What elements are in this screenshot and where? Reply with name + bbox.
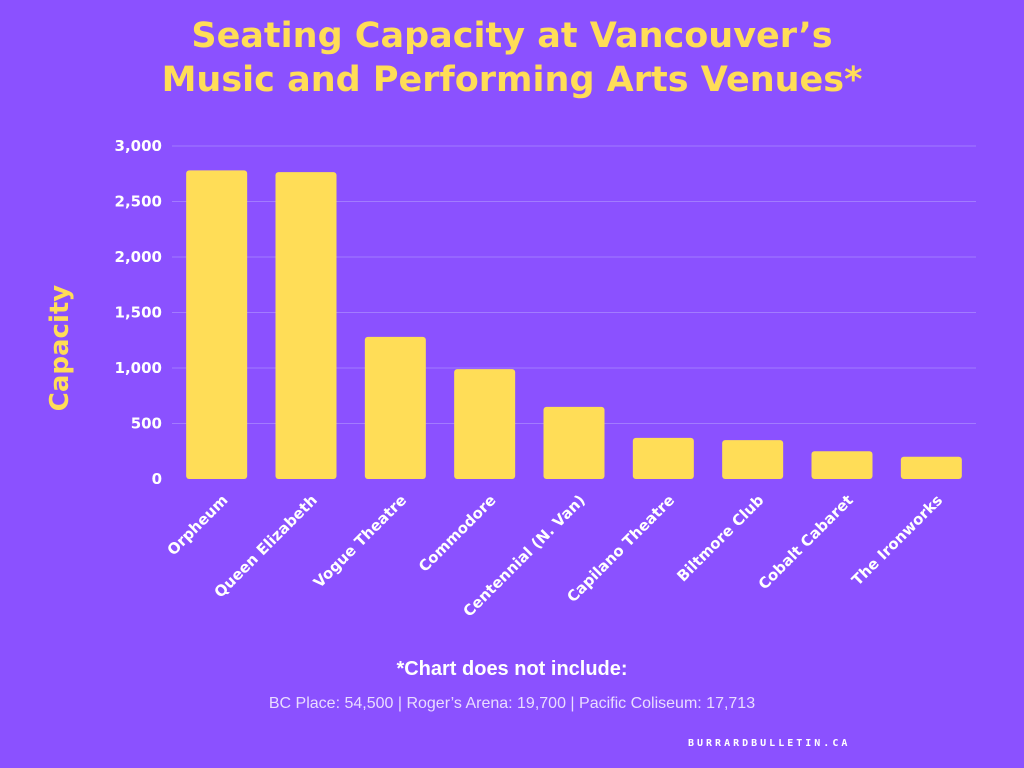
bar <box>632 437 694 479</box>
bar <box>275 172 337 479</box>
source-footer: BURRARDBULLETIN.CA <box>688 738 851 749</box>
x-tick-label: The Ironworks <box>848 491 946 589</box>
bar <box>722 440 784 479</box>
bar <box>543 406 605 479</box>
y-tick-label: 2,000 <box>115 248 162 266</box>
y-tick-label: 1,000 <box>115 359 162 377</box>
chart-title: Seating Capacity at Vancouver’s Music an… <box>0 14 1024 102</box>
footnote-heading: *Chart does not include: <box>396 658 628 680</box>
footnote-text: BC Place: 54,500 | Roger’s Arena: 19,700… <box>268 695 756 712</box>
chart-title-line-2: Music and Performing Arts Venues* <box>161 60 863 100</box>
bar <box>364 336 426 479</box>
bar <box>900 456 962 479</box>
x-tick-label: Cobalt Cabaret <box>755 491 857 593</box>
y-tick-label: 3,000 <box>115 137 162 155</box>
x-tick-label: Vogue Theatre <box>310 491 410 591</box>
x-tick-label: Biltmore Club <box>673 491 767 585</box>
y-tick-label: 0 <box>152 470 162 488</box>
bar <box>811 451 873 479</box>
bar <box>454 369 516 479</box>
chart-title-line-1: Seating Capacity at Vancouver’s <box>191 16 833 56</box>
x-tick-label: Orpheum <box>164 491 232 559</box>
y-tick-label: 500 <box>131 415 162 433</box>
x-tick-label: Commodore <box>415 491 499 575</box>
y-tick-label: 2,500 <box>115 193 162 211</box>
bar <box>186 170 248 480</box>
y-tick-label: 1,500 <box>115 304 162 322</box>
